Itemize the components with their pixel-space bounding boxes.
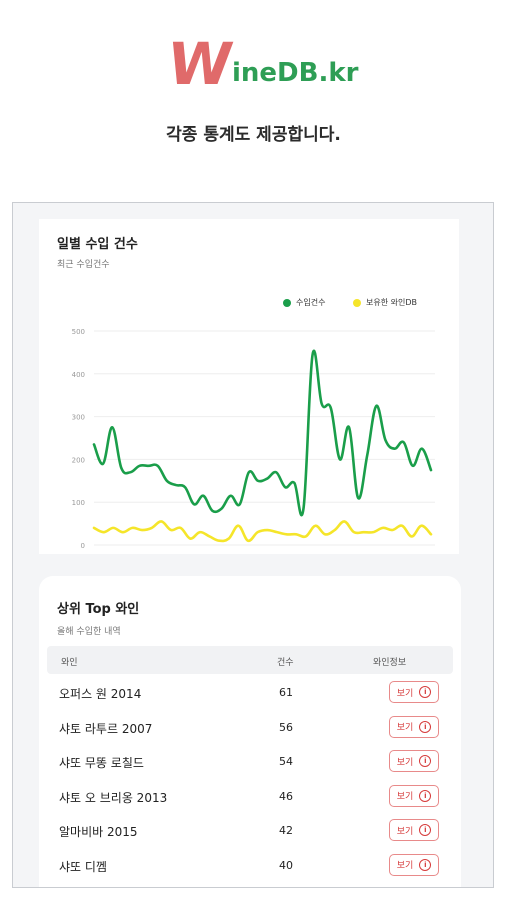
table-header: 와인 건수 와인정보	[47, 646, 453, 674]
legend-item-owned[interactable]: 보유한 와인DB	[353, 297, 417, 308]
wine-count: 42	[279, 824, 293, 837]
view-wine-info-button[interactable]: 보기 i	[389, 819, 439, 841]
column-header-wine: 와인	[61, 658, 78, 668]
table-row: 알마비바 2015 42 보기 i	[39, 814, 461, 848]
y-tick-label: 0	[81, 542, 85, 550]
wine-count: 61	[279, 686, 293, 699]
info-icon: i	[419, 686, 432, 698]
info-icon: i	[419, 824, 432, 836]
view-button-label: 보기	[396, 723, 414, 733]
site-logo[interactable]: W ineDB.kr	[163, 30, 359, 98]
daily-import-card: 일별 수입 건수 최근 수입건수 수입건수 보유한 와인DB 0 100 200 30…	[39, 219, 459, 554]
wine-name: 알마비바 2015	[59, 825, 138, 839]
stats-frame: 일별 수입 건수 최근 수입건수 수입건수 보유한 와인DB 0 100 200 30…	[12, 202, 494, 888]
legend-item-import[interactable]: 수입건수	[283, 297, 325, 308]
table-row: 오퍼스 원 2014 61 보기 i	[39, 676, 461, 710]
view-button-label: 보기	[396, 826, 414, 837]
legend-label-import: 수입건수	[296, 298, 326, 307]
series-line-owned	[92, 520, 433, 543]
view-wine-info-button[interactable]: 보기 i	[389, 681, 439, 703]
view-button-label: 보기	[396, 792, 414, 802]
wine-name: 샤또 무똥 로칠드	[59, 756, 144, 770]
series-line-import	[92, 349, 433, 517]
tagline: 각종 통계도 제공합니다.	[166, 125, 341, 145]
view-wine-info-button[interactable]: 보기 i	[389, 750, 439, 772]
y-tick-label: 100	[72, 499, 85, 507]
daily-line-chart: 0 100 200 300 400 500	[72, 328, 435, 550]
wine-count: 56	[279, 720, 293, 734]
legend-dot-icon	[283, 298, 291, 307]
y-tick-label: 200	[72, 456, 85, 464]
wine-count: 46	[279, 789, 293, 803]
view-wine-info-button[interactable]: 보기 i	[389, 715, 439, 738]
logo-mark: W	[163, 30, 235, 98]
top-wines-subtitle: 올해 수입한 내역	[57, 627, 121, 637]
table-row: 샤또 디껨 40 보기 i	[39, 849, 461, 883]
info-icon: i	[419, 789, 432, 802]
table-row: 샤토 라투르 2007 56 보기 i	[39, 711, 461, 745]
info-icon: i	[419, 755, 432, 767]
daily-chart-subtitle: 최근 수입건수	[57, 260, 110, 270]
logo-text: ineDB.kr	[231, 58, 359, 88]
view-button-label: 보기	[396, 688, 414, 699]
wine-name: 샤토 오 브리옹 2013	[59, 790, 168, 805]
y-tick-label: 300	[72, 414, 85, 422]
view-button-label: 보기	[396, 757, 414, 768]
view-button-label: 보기	[396, 861, 414, 871]
view-wine-info-button[interactable]: 보기 i	[389, 784, 439, 807]
info-icon: i	[419, 858, 432, 871]
legend-dot-icon	[353, 298, 361, 307]
table-row: 샤또 무똥 로칠드 54 보기 i	[39, 745, 461, 779]
wine-count: 54	[279, 755, 293, 768]
daily-chart-title: 일별 수입 건수	[57, 237, 138, 252]
wine-name: 샤토 라투르 2007	[59, 721, 153, 736]
top-wines-card: 상위 Top 와인 올해 수입한 내역 와인 건수 와인정보 오퍼스 원 201…	[39, 576, 461, 887]
column-header-count: 건수	[277, 658, 294, 668]
y-tick-label: 400	[72, 371, 85, 379]
y-tick-label: 500	[72, 328, 85, 336]
legend-label-owned: 보유한 와인DB	[366, 298, 417, 307]
wine-name: 오퍼스 원 2014	[59, 687, 142, 701]
view-wine-info-button[interactable]: 보기 i	[389, 853, 439, 876]
column-header-info: 와인정보	[373, 658, 407, 668]
info-icon: i	[419, 720, 432, 733]
table-row: 샤토 오 브리옹 2013 46 보기 i	[39, 780, 461, 814]
top-wines-title: 상위 Top 와인	[57, 602, 140, 617]
wine-name: 샤또 디껨	[59, 859, 107, 874]
wine-count: 40	[279, 858, 293, 872]
